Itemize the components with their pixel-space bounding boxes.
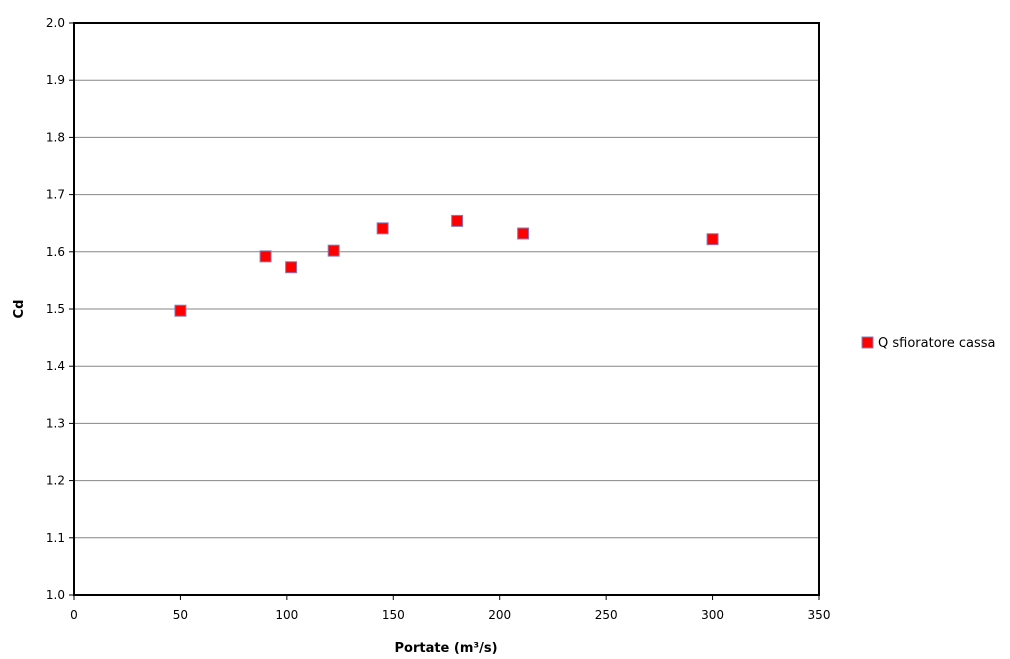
data-point	[517, 227, 530, 240]
x-tick-label: 200	[488, 608, 511, 622]
y-axis-title: Cd	[12, 300, 27, 319]
x-axis-ticks: 0 50 100 150 200 250 300 350	[70, 595, 830, 622]
data-points	[174, 214, 719, 317]
legend: Q sfioratore cassa	[861, 336, 995, 351]
y-tick-label: 1.0	[46, 588, 65, 602]
y-tick-label: 2.0	[46, 16, 65, 30]
y-tick-label: 1.3	[46, 416, 65, 430]
x-tick-label: 0	[70, 608, 78, 622]
y-tick-label: 1.4	[46, 359, 65, 373]
y-tick-label: 1.6	[46, 245, 65, 259]
data-point	[451, 214, 464, 227]
x-tick-label: 250	[595, 608, 618, 622]
data-point	[327, 244, 340, 257]
x-tick-label: 150	[382, 608, 405, 622]
x-tick-label: 50	[173, 608, 188, 622]
y-tick-label: 1.8	[46, 130, 65, 144]
data-point	[376, 222, 389, 235]
data-point	[259, 250, 272, 263]
legend-label: Q sfioratore cassa	[878, 336, 995, 351]
y-tick-label: 1.5	[46, 302, 65, 316]
x-tick-label: 350	[808, 608, 831, 622]
legend-marker	[861, 336, 874, 349]
y-axis-ticks: 1.0 1.1 1.2 1.3 1.4 1.5 1.6 1.7 1.8 1.9 2.0	[46, 16, 74, 602]
gridlines	[74, 79, 819, 539]
y-tick-label: 1.9	[46, 73, 65, 87]
data-point	[285, 261, 298, 274]
x-tick-label: 100	[275, 608, 298, 622]
x-axis-title: Portate (m³/s)	[394, 641, 497, 656]
y-tick-label: 1.1	[46, 531, 65, 545]
y-tick-label: 1.7	[46, 188, 65, 202]
x-tick-label: 300	[701, 608, 724, 622]
data-point	[706, 233, 719, 246]
data-point	[174, 304, 187, 317]
y-tick-label: 1.2	[46, 474, 65, 488]
